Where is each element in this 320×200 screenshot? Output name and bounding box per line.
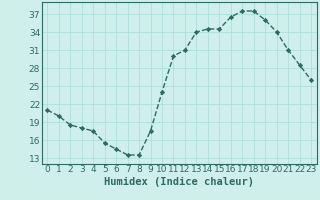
X-axis label: Humidex (Indice chaleur): Humidex (Indice chaleur)	[104, 177, 254, 187]
